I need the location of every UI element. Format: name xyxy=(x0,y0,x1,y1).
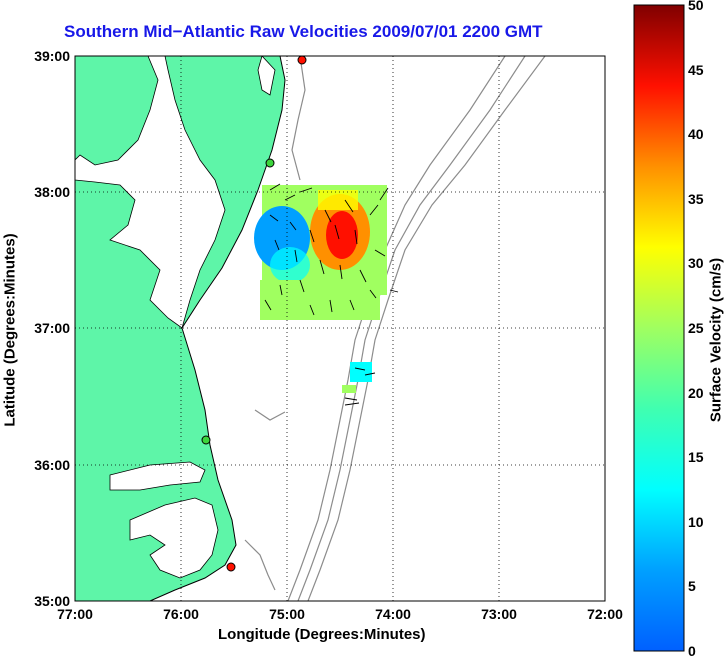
y-tick-label: 36:00 xyxy=(34,457,70,473)
site-marker-green xyxy=(265,158,275,168)
x-tick-label: 75:00 xyxy=(269,606,305,622)
y-tick-label: 37:00 xyxy=(34,320,70,336)
colorbar-tick-label: 30 xyxy=(688,255,704,271)
colorbar-tick-label: 40 xyxy=(688,126,704,142)
plot-frame xyxy=(74,55,606,602)
y-tick-labels: 39:00 38:00 37:00 36:00 35:00 xyxy=(34,48,70,609)
colorbar xyxy=(633,4,685,652)
colorbar-label: Surface Velocity (cm/s) xyxy=(707,257,724,423)
map-title: Southern Mid−Atlantic Raw Velocities 200… xyxy=(64,22,543,41)
velocity-arrows xyxy=(264,183,399,406)
x-axis-label: Longitude (Degrees:Minutes) xyxy=(218,626,426,643)
colorbar-tick-label: 25 xyxy=(688,320,704,336)
x-tick-labels: 77:00 76:00 75:00 74:00 73:00 72:00 xyxy=(57,606,623,622)
colorbar-tick-label: 5 xyxy=(688,578,696,594)
x-tick-label: 74:00 xyxy=(375,606,411,622)
x-tick-label: 72:00 xyxy=(587,606,623,622)
x-tick-label: 77:00 xyxy=(57,606,93,622)
grid-lines xyxy=(75,56,605,601)
y-tick-label: 39:00 xyxy=(34,48,70,64)
site-marker-red xyxy=(226,562,236,572)
colorbar-tick-label: 15 xyxy=(688,449,704,465)
y-axis-label: Latitude (Degrees:Minutes) xyxy=(1,233,19,427)
y-tick-label: 35:00 xyxy=(34,593,70,609)
x-tick-label: 76:00 xyxy=(163,606,199,622)
site-markers xyxy=(201,56,307,572)
velocity-field xyxy=(254,185,387,393)
x-tick-label: 73:00 xyxy=(481,606,517,622)
colorbar-tick-label: 45 xyxy=(688,62,704,78)
colorbar-tick-label: 35 xyxy=(688,191,704,207)
colorbar-tick-labels: 50 45 40 35 30 25 20 15 10 5 0 xyxy=(688,0,704,659)
colorbar-tick-label: 10 xyxy=(688,514,704,530)
colorbar-tick-label: 0 xyxy=(688,643,696,659)
pamlico-sound xyxy=(129,497,219,579)
site-marker-green xyxy=(201,435,211,445)
colorbar-tick-label: 20 xyxy=(688,385,704,401)
site-marker-red xyxy=(297,56,307,65)
chesapeake-bay xyxy=(75,56,226,329)
delaware-bay xyxy=(257,56,276,96)
y-tick-label: 38:00 xyxy=(34,184,70,200)
bathymetry-contours xyxy=(244,56,546,601)
colorbar-tick-label: 50 xyxy=(688,0,704,13)
